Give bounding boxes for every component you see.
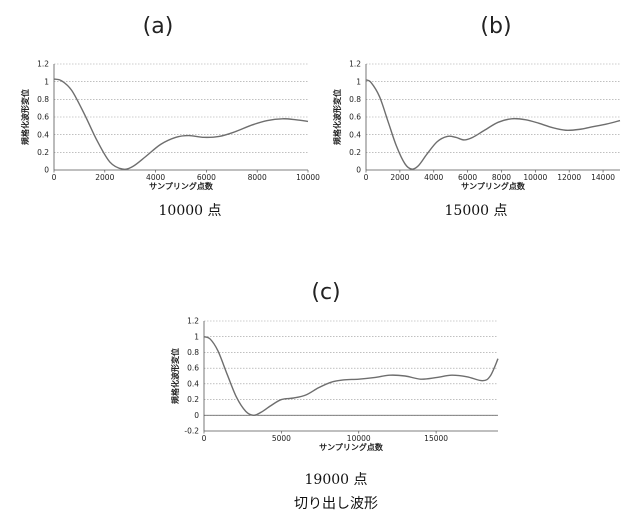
y-axis-title: 規格化波形変位 (170, 348, 180, 404)
x-tick-label: 2000 (390, 173, 409, 182)
y-tick-label: 1 (356, 77, 361, 86)
y-tick-label: 0.4 (187, 379, 199, 388)
caption-c-cutout: 切り出し波形 (294, 496, 378, 512)
x-tick-label: 0 (52, 173, 57, 182)
y-tick-label: 0.6 (37, 113, 49, 122)
y-tick-label: 1.2 (37, 60, 49, 69)
y-tick-label: 0.2 (37, 148, 49, 157)
panel-label-a: (a) (142, 14, 174, 39)
x-tick-label: 8000 (492, 173, 511, 182)
chart-b: 0 0.2 0.4 0.6 0.8 1 1.2 0 2000 4000 6000 8000 10000 1… (332, 60, 621, 191)
x-tick-label: 14000 (591, 173, 615, 182)
y-tick-label: 0 (44, 166, 49, 175)
y-tick-label: 0 (356, 166, 361, 175)
x-tick-label: 10000 (347, 434, 371, 443)
x-tick-label: 4000 (424, 173, 443, 182)
y-tick-label: 0.2 (187, 395, 199, 404)
caption-a: 10000 点 (158, 203, 222, 219)
x-tick-label: 6000 (458, 173, 477, 182)
x-tick-label: 15000 (424, 434, 448, 443)
panel-label-b: (b) (480, 14, 512, 39)
y-tick-label: 0.6 (349, 113, 361, 122)
y-tick-label: 1.2 (349, 60, 361, 69)
x-tick-label: 0 (364, 173, 369, 182)
y-tick-label: 0.6 (187, 364, 199, 373)
y-tick-label: 0.4 (37, 130, 49, 139)
caption-c: 19000 点 (304, 472, 368, 488)
x-tick-label: 10000 (296, 173, 320, 182)
x-axis-title: サンプリング点数 (149, 181, 214, 191)
x-axis-title: サンプリング点数 (461, 181, 526, 191)
chart-a: 0 0.2 0.4 0.6 0.8 1 1.2 0 2000 4000 6000 8000 10000 サ… (20, 60, 320, 191)
y-tick-label: -0.2 (184, 427, 199, 436)
panel-label-c: (c) (311, 280, 341, 305)
y-tick-label: 1.2 (187, 317, 199, 326)
y-tick-label: 0.8 (37, 95, 49, 104)
y-tick-label: 0.2 (349, 148, 361, 157)
series-line (365, 79, 621, 170)
caption-b: 15000 点 (444, 203, 508, 219)
series-line (53, 78, 309, 171)
x-tick-label: 10000 (523, 173, 547, 182)
chart-c: -0.200.20.40.60.811.20 5000 10000 15000サンプリ… (170, 317, 499, 452)
x-tick-label: 5000 (272, 434, 291, 443)
y-tick-label: 0.4 (349, 130, 361, 139)
y-tick-label: 1 (194, 332, 199, 341)
x-tick-label: 6000 (197, 173, 216, 182)
x-tick-label: 0 (202, 434, 207, 443)
y-tick-label: 0.8 (349, 95, 361, 104)
y-axis-title: 規格化波形変位 (20, 89, 30, 145)
y-tick-label: 0.8 (187, 348, 199, 357)
x-axis-title: サンプリング点数 (319, 442, 384, 452)
x-tick-label: 8000 (248, 173, 267, 182)
y-axis-title: 規格化波形変位 (332, 89, 342, 145)
y-tick-label: 0 (194, 411, 199, 420)
x-tick-label: 2000 (95, 173, 114, 182)
series-line (203, 336, 499, 416)
y-tick-label: 1 (44, 77, 49, 86)
x-tick-label: 4000 (146, 173, 165, 182)
x-tick-label: 12000 (557, 173, 581, 182)
